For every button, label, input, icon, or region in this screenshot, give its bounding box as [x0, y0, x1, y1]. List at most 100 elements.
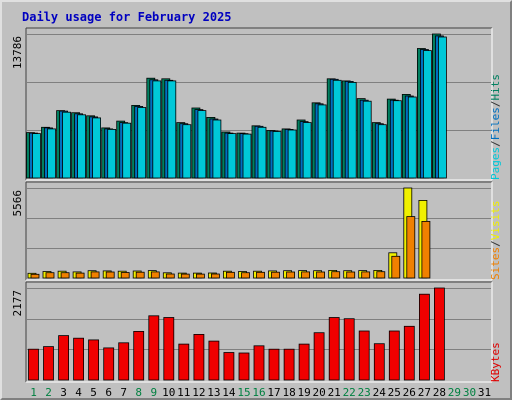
chart-panels: 13786Pages/Files/Hits5566Sites/Visits217…: [11, 27, 502, 383]
panel-hits-max-label: 13786: [11, 36, 24, 69]
bar-visits-sites-day-23: [361, 271, 371, 279]
day-label-8: 8: [135, 386, 142, 399]
bar-visits-sites-day-8: [135, 271, 145, 279]
bar-hits-pages-day-7: [122, 122, 132, 179]
bar-visits-sites-day-13: [210, 273, 220, 279]
bar-visits-sites-day-21: [331, 271, 341, 279]
bar-hits-pages-day-14: [227, 133, 237, 179]
series-label-part: /: [489, 240, 502, 247]
bar-kbytes-kbytes-day-17: [268, 348, 280, 381]
day-label-31: 31: [478, 386, 491, 399]
bar-hits-pages-day-6: [107, 129, 117, 179]
bar-visits-sites-day-6: [105, 271, 115, 279]
bar-hits-pages-day-2: [47, 128, 56, 179]
bar-hits-pages-day-17: [272, 131, 282, 179]
bar-kbytes-kbytes-day-2: [43, 346, 54, 381]
day-label-1: 1: [30, 386, 37, 399]
bar-kbytes-kbytes-day-20: [313, 332, 325, 381]
series-label-part: Hits: [489, 74, 502, 101]
panel-hits-series-label: Pages/Files/Hits: [489, 74, 502, 180]
bar-kbytes-kbytes-day-7: [118, 342, 130, 381]
bar-hits-pages-day-25: [392, 100, 402, 179]
bar-visits-sites-day-10: [165, 273, 175, 279]
day-label-22: 22: [343, 386, 356, 399]
panel-kbytes-series-label: KBytes: [489, 342, 502, 382]
bar-hits-pages-day-26: [407, 96, 417, 179]
bar-visits-sites-day-19: [301, 271, 311, 279]
bar-kbytes-kbytes-day-13: [208, 340, 220, 381]
bar-kbytes-kbytes-day-5: [88, 339, 99, 381]
bar-kbytes-kbytes-day-25: [388, 330, 400, 381]
bar-visits-sites-day-17: [271, 271, 280, 279]
bar-visits-sites-day-11: [180, 273, 190, 279]
day-label-30: 30: [463, 386, 476, 399]
series-label-part: KBytes: [489, 342, 502, 382]
bar-kbytes-kbytes-day-26: [403, 325, 415, 381]
day-label-13: 13: [207, 386, 220, 399]
day-label-7: 7: [120, 386, 127, 399]
bar-kbytes-kbytes-day-18: [283, 348, 295, 381]
bar-kbytes-kbytes-day-19: [298, 343, 310, 381]
bar-hits-pages-day-15: [242, 133, 252, 179]
bar-hits-pages-day-24: [377, 124, 387, 179]
bar-kbytes-kbytes-day-15: [238, 352, 250, 381]
x-axis-labels: 1 2 3 4 5 6 7 8 9 10 11 12 13 14 15 16 17 18 19 20 21 22 23 24 2…: [30, 386, 491, 399]
bar-visits-sites-day-3: [60, 272, 70, 279]
day-label-6: 6: [105, 386, 112, 399]
day-label-5: 5: [90, 386, 97, 399]
bar-visits-sites-day-5: [90, 271, 100, 279]
day-label-23: 23: [358, 386, 371, 399]
bar-visits-sites-day-15: [241, 272, 250, 279]
bar-hits-pages-day-27: [422, 50, 432, 179]
bar-visits-sites-day-12: [195, 273, 205, 279]
day-label-15: 15: [237, 386, 250, 399]
bar-visits-sites-day-20: [316, 271, 326, 279]
day-label-27: 27: [418, 386, 431, 399]
day-label-25: 25: [388, 386, 401, 399]
bar-hits-pages-day-10: [167, 80, 177, 179]
bar-visits-sites-day-24: [376, 271, 386, 279]
bar-visits-sites-day-25: [391, 255, 401, 279]
panel-visits-max-label: 5566: [11, 190, 24, 217]
series-label-part: Sites: [489, 247, 502, 280]
bar-visits-sites-day-22: [346, 271, 356, 279]
day-label-16: 16: [252, 386, 265, 399]
day-label-14: 14: [222, 386, 236, 399]
bar-hits-pages-day-4: [77, 114, 86, 179]
bar-kbytes-kbytes-day-11: [178, 343, 190, 381]
bar-kbytes-kbytes-day-9: [148, 315, 160, 381]
bar-hits-pages-day-16: [257, 126, 267, 179]
bar-visits-sites-day-16: [256, 271, 265, 279]
series-label-part: Pages: [489, 147, 502, 180]
bar-kbytes-kbytes-day-28: [433, 287, 445, 381]
day-label-3: 3: [60, 386, 67, 399]
panel-kbytes-max-label: 2177: [11, 290, 24, 317]
bar-kbytes-kbytes-day-27: [418, 293, 430, 381]
bar-hits-pages-day-18: [287, 129, 297, 179]
bar-hits-pages-day-21: [332, 79, 342, 179]
bar-visits-sites-day-9: [150, 271, 160, 279]
bar-kbytes-kbytes-day-10: [163, 317, 175, 381]
bar-hits-pages-day-5: [92, 117, 101, 179]
panel-kbytes: 2177 KBytes: [11, 281, 502, 383]
bar-visits-sites-day-14: [225, 271, 235, 279]
bar-visits-sites-day-2: [45, 272, 55, 279]
day-label-10: 10: [162, 386, 175, 399]
bar-kbytes-kbytes-day-21: [328, 317, 340, 381]
bar-kbytes-kbytes-day-4: [73, 337, 84, 381]
bar-hits-pages-day-3: [62, 111, 71, 179]
day-label-24: 24: [373, 386, 387, 399]
bar-hits-pages-day-20: [317, 104, 327, 179]
panel-visits: 5566 Sites/Visits: [11, 181, 502, 281]
day-label-26: 26: [403, 386, 416, 399]
bar-kbytes-kbytes-day-22: [343, 318, 355, 381]
day-label-12: 12: [192, 386, 205, 399]
bar-hits-pages-day-12: [197, 110, 207, 179]
bar-hits-pages-day-22: [347, 82, 357, 179]
day-label-29: 29: [448, 386, 461, 399]
bar-visits-sites-day-27: [421, 220, 431, 279]
bar-kbytes-kbytes-day-3: [58, 335, 69, 381]
bar-kbytes-kbytes-day-12: [193, 333, 205, 381]
